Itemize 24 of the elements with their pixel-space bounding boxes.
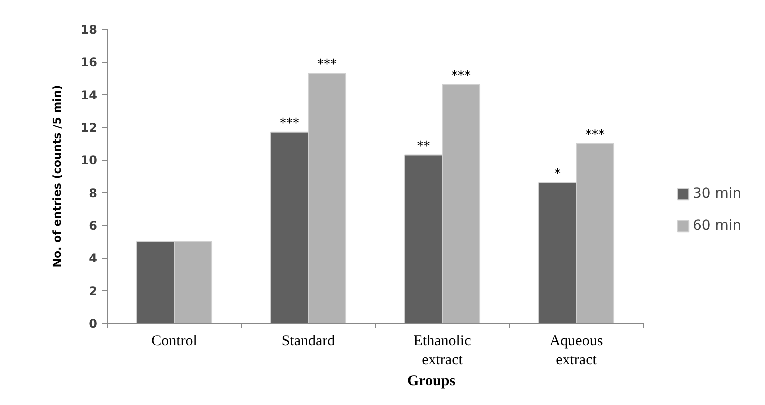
legend-label: 30 min: [693, 186, 742, 202]
y-tick-label: 16: [80, 56, 98, 70]
y-tick-label: 8: [89, 186, 98, 200]
data-label: ***: [586, 128, 606, 143]
data-label: ***: [452, 69, 472, 84]
y-axis-title: No. of entries (counts /5 min): [50, 85, 64, 268]
x-tick-label: Ethanolic extract: [414, 334, 472, 369]
data-label: ***: [280, 116, 300, 132]
data-label: *: [554, 167, 562, 182]
y-tick-label: 18: [80, 23, 98, 37]
data-label: **: [417, 139, 431, 154]
x-tick-label: Aqueous extract: [550, 334, 604, 369]
y-tick-label: 0: [89, 317, 98, 331]
legend-label: 60 min: [693, 218, 742, 234]
y-tick-label: 10: [80, 154, 98, 168]
x-axis-title: Groups: [407, 374, 456, 390]
x-tick-label: Control: [152, 334, 198, 350]
data-label: ***: [318, 58, 338, 73]
y-tick-label: 14: [80, 88, 98, 102]
y-tick-label: 2: [89, 284, 98, 298]
y-tick-label: 12: [80, 121, 98, 135]
x-tick-label: Standard: [282, 334, 336, 350]
y-tick-label: 4: [89, 252, 98, 266]
y-tick-label: 6: [89, 219, 98, 233]
